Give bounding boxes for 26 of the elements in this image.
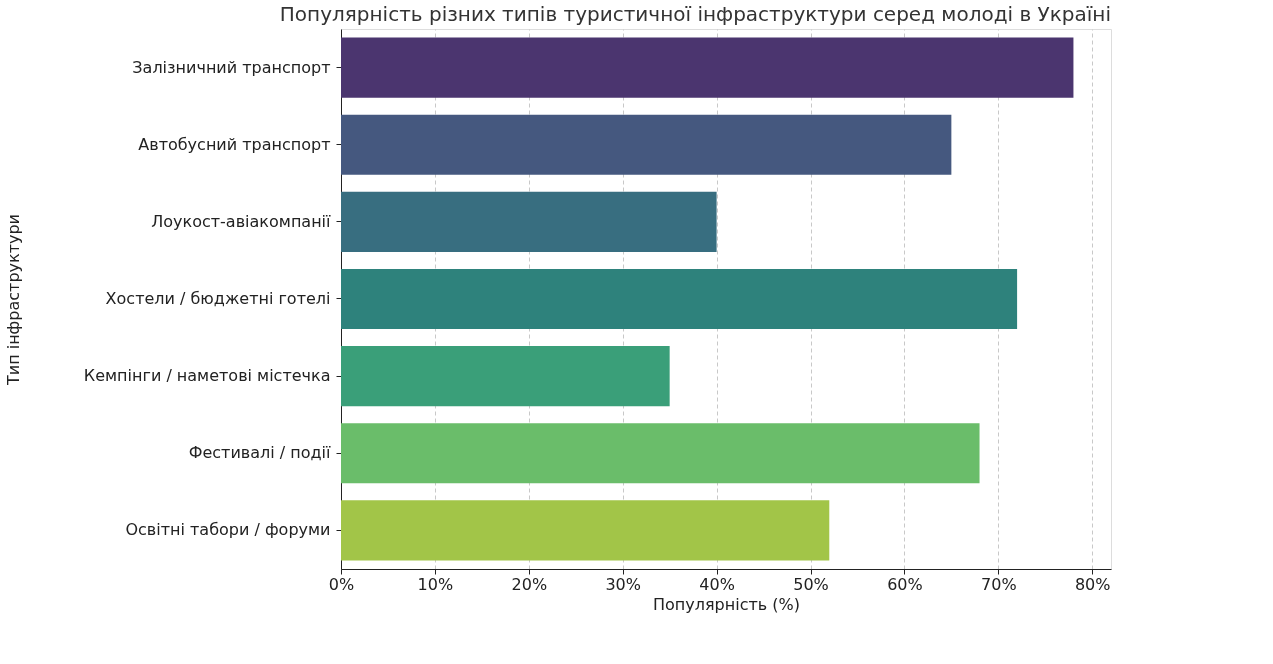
y-tick-label: Хостели / бюджетні готелі — [105, 289, 331, 308]
y-tick-label: Освітні табори / форуми — [125, 520, 331, 540]
x-tick-label: 60% — [887, 574, 923, 594]
x-tick-label: 70% — [981, 574, 1017, 594]
bar — [341, 268, 1018, 330]
y-tick-label: Кемпінги / наметові містечка — [83, 366, 331, 386]
y-tick-label: Фестивалі / події — [188, 443, 332, 463]
bar — [341, 114, 952, 175]
bar — [341, 191, 717, 252]
bar — [341, 37, 1074, 98]
chart-title: Популярність різних типів туристичної інфраструктури серед молоді в Україні — [279, 2, 1111, 26]
y-tick-label: Автобусний транспорт — [138, 134, 331, 154]
x-tick-label: 20% — [511, 574, 548, 594]
x-tick-label: 40% — [699, 574, 735, 594]
x-tick-label: 80% — [1074, 574, 1111, 594]
x-tick-label: 0% — [328, 574, 355, 594]
x-tick-label: 30% — [605, 574, 641, 594]
x-axis-title: Популярність (%) — [653, 594, 800, 614]
bar — [341, 346, 670, 407]
x-tick-label: 50% — [793, 574, 829, 594]
y-tick-label: Лоукост-авіакомпанії — [151, 211, 332, 231]
y-tick-label: Залізничний транспорт — [132, 57, 331, 77]
bar — [341, 500, 830, 561]
x-tick-label: 10% — [417, 574, 454, 594]
y-axis-title: Тип інфраструктури — [3, 213, 23, 387]
bar — [341, 423, 980, 484]
